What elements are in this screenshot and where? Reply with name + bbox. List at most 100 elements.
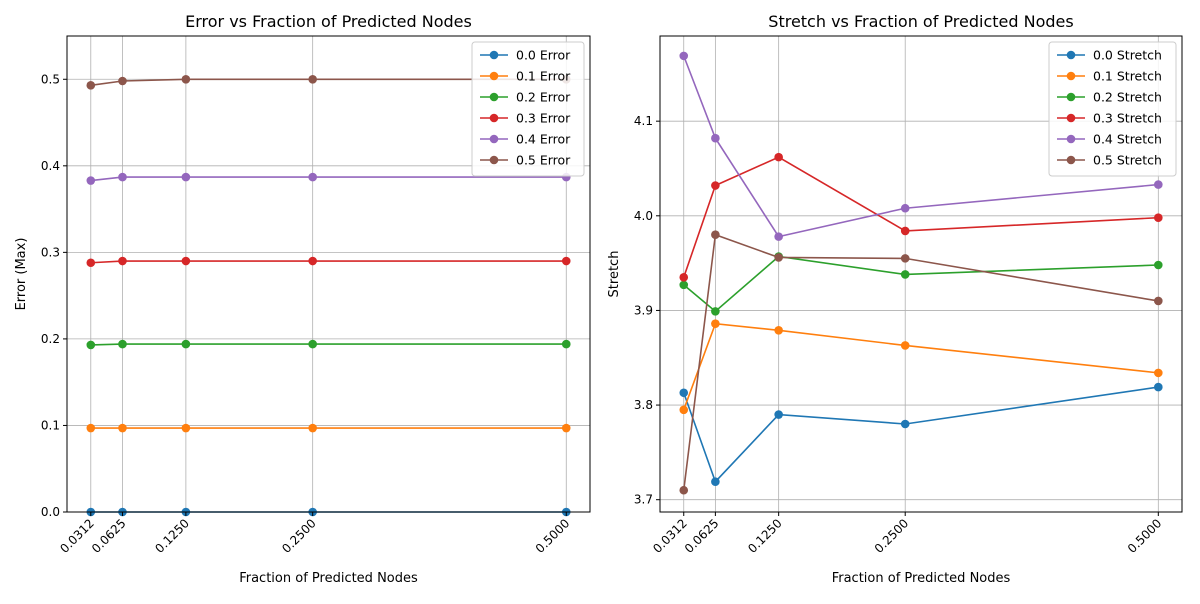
y-tick-label: 0.1 <box>41 418 60 432</box>
data-point <box>86 258 96 268</box>
legend-swatch-marker <box>489 113 499 123</box>
data-point <box>181 256 191 266</box>
legend-swatch-marker <box>489 50 499 60</box>
y-tick-label: 0.2 <box>41 332 60 346</box>
data-point <box>118 76 127 86</box>
data-point <box>711 307 720 316</box>
plot-frame <box>66 35 591 513</box>
y-axis-label: Error (Max) <box>14 238 29 311</box>
series-line <box>90 176 567 182</box>
y-tick-label: 3.8 <box>634 398 653 412</box>
data-point <box>711 133 720 143</box>
data-point <box>1154 296 1163 306</box>
data-point <box>308 339 317 349</box>
data-point <box>711 319 720 328</box>
data-point <box>561 256 571 266</box>
data-point <box>181 339 191 349</box>
y-tick-label: 0.4 <box>41 159 60 173</box>
data-point <box>1154 213 1163 222</box>
legend-swatch-marker <box>1066 50 1076 60</box>
legend-label: 0.5 Error <box>516 153 571 168</box>
legend-label: 0.1 Stretch <box>1093 69 1162 84</box>
data-point <box>711 181 720 190</box>
data-point <box>679 280 689 290</box>
data-point <box>900 254 910 263</box>
data-point <box>118 256 127 266</box>
data-point <box>900 226 910 236</box>
x-tick-label: 0.5000 <box>1125 516 1165 556</box>
data-point <box>1154 368 1163 378</box>
data-point <box>181 172 191 182</box>
x-axis-label: Fraction of Predicted Nodes <box>832 571 1011 586</box>
data-point <box>900 419 910 429</box>
y-tick-label: 4.1 <box>634 114 653 128</box>
data-point <box>118 423 127 433</box>
data-point <box>711 477 720 487</box>
series-line <box>682 386 1159 484</box>
legend-label: 0.3 Stretch <box>1093 111 1162 126</box>
legend: 0.0 Stretch 0.1 Stretch 0.2 Stretch 0.3 Str… <box>1048 41 1177 177</box>
plot-frame <box>659 35 1183 513</box>
data-point <box>900 270 910 279</box>
x-tick-label: 0.0625 <box>89 516 129 556</box>
data-point <box>308 74 317 84</box>
x-tick-label: 0.1250 <box>152 516 192 556</box>
data-point <box>1154 260 1163 270</box>
data-point <box>308 256 317 266</box>
legend-swatch-marker <box>489 92 499 102</box>
x-tick-label: 0.2500 <box>279 516 319 556</box>
legend-label: 0.5 Stretch <box>1093 153 1162 168</box>
data-point <box>711 230 720 240</box>
data-point <box>1154 180 1163 189</box>
y-tick-label: 3.7 <box>634 493 653 507</box>
data-point <box>1154 382 1163 392</box>
data-point <box>900 203 910 213</box>
data-point <box>774 410 783 419</box>
legend-label: 0.4 Stretch <box>1093 132 1162 147</box>
x-tick-label: 0.0312 <box>650 516 690 556</box>
data-point <box>86 340 96 350</box>
data-point <box>774 253 783 262</box>
series-line <box>90 260 567 264</box>
legend: 0.0 Error 0.1 Error 0.2 Error 0.3 Error 0.4 … <box>471 41 585 177</box>
data-point <box>774 326 783 335</box>
legend-swatch-marker <box>489 71 499 81</box>
data-point <box>86 81 96 90</box>
data-point <box>308 423 317 433</box>
legend-label: 0.0 Error <box>516 48 571 63</box>
y-tick-label: 4.0 <box>634 209 653 223</box>
data-point <box>561 339 571 349</box>
y-tick-label: 0.0 <box>41 505 60 519</box>
data-point <box>679 405 689 415</box>
data-point <box>181 74 191 84</box>
legend-swatch-marker <box>489 134 499 144</box>
x-tick-label: 0.5000 <box>533 516 573 556</box>
data-point <box>86 176 96 185</box>
legend-swatch-marker <box>1066 92 1076 102</box>
data-point <box>774 232 783 241</box>
data-point <box>561 423 571 433</box>
data-point <box>181 423 191 433</box>
legend-swatch-marker <box>1066 134 1076 144</box>
x-tick-label: 0.1250 <box>745 516 785 556</box>
legend-label: 0.4 Error <box>516 132 571 147</box>
legend-label: 0.0 Stretch <box>1093 48 1162 63</box>
y-tick-label: 0.3 <box>41 245 60 259</box>
data-point <box>679 485 689 495</box>
data-point <box>118 172 127 182</box>
series-line <box>683 255 1159 313</box>
chart-title: Error vs Fraction of Predicted Nodes <box>185 12 472 31</box>
legend-swatch-marker <box>1066 113 1076 123</box>
x-tick-label: 0.0625 <box>682 516 722 556</box>
legend-label: 0.3 Error <box>516 111 571 126</box>
y-axis-label: Stretch <box>607 251 622 298</box>
data-point <box>308 172 317 182</box>
legend-label: 0.1 Error <box>516 69 571 84</box>
data-point <box>118 339 127 349</box>
legend-swatch-marker <box>1066 155 1076 165</box>
data-point <box>679 51 689 61</box>
data-point <box>679 273 689 282</box>
